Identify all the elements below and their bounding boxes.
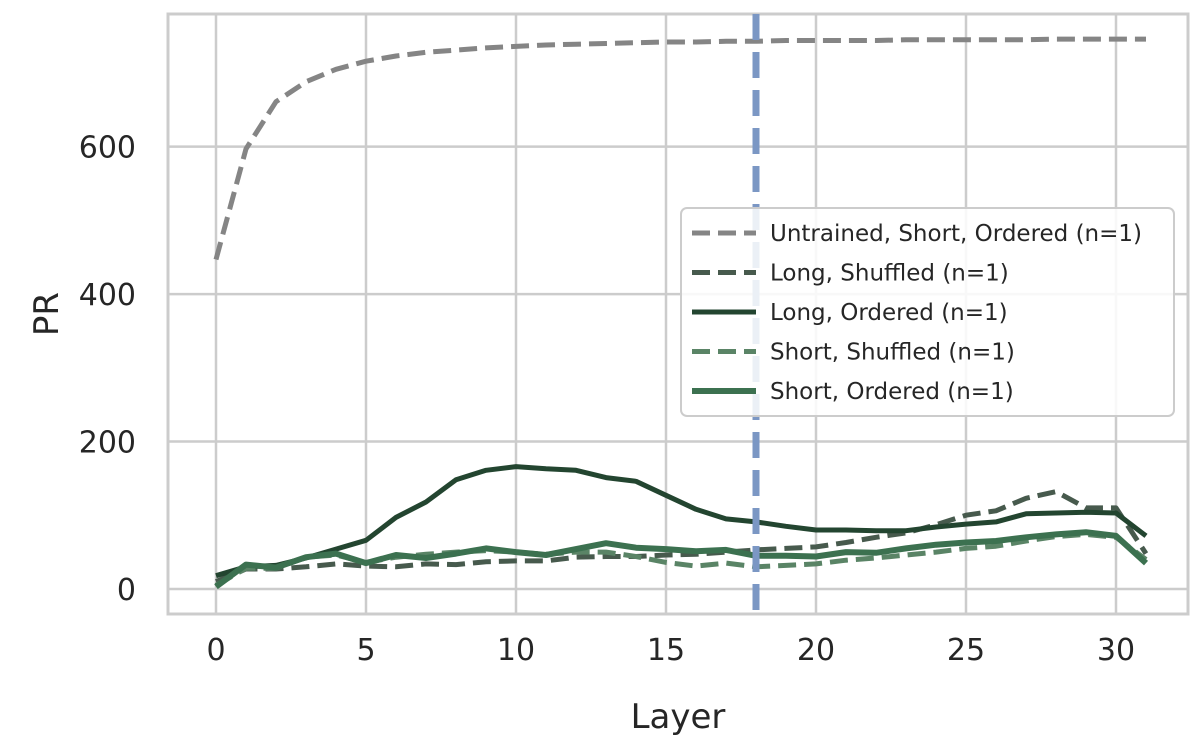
- y-tick-label: 600: [79, 131, 136, 166]
- y-axis-label: PR: [27, 292, 67, 336]
- legend: Untrained, Short, Ordered (n=1) Long, Shu…: [680, 207, 1175, 417]
- x-tick-label: 10: [497, 633, 535, 668]
- x-tick-label: 20: [797, 633, 835, 668]
- legend-label: Short, Shuffled (n=1): [770, 340, 1015, 366]
- x-axis-label: Layer: [631, 697, 726, 737]
- y-tick-label: 0: [117, 573, 136, 608]
- series-line: [213, 36, 1146, 261]
- x-tick-label: 25: [947, 633, 985, 668]
- plot-border: [166, 12, 1190, 616]
- x-tick-label: 30: [1097, 633, 1135, 668]
- x-tick-label: 5: [356, 633, 375, 668]
- legend-label: Long, Ordered (n=1): [770, 300, 1008, 326]
- legend-box: [680, 207, 1175, 417]
- x-tick-labels: 0 5 10 15 20 25 30: [206, 633, 1135, 668]
- legend-label: Short, Ordered (n=1): [770, 379, 1014, 405]
- series-line: [215, 464, 1148, 579]
- series-line: [214, 529, 1149, 590]
- plot-frame: [166, 12, 1190, 616]
- legend-label: Untrained, Short, Ordered (n=1): [770, 221, 1142, 247]
- y-tick-labels: 0 200 400 600: [79, 131, 136, 608]
- series-line: [215, 489, 1149, 584]
- x-tick-label: 0: [206, 633, 225, 668]
- y-tick-label: 400: [79, 278, 136, 313]
- y-tick-label: 200: [79, 426, 136, 461]
- x-tick-label: 15: [647, 633, 685, 668]
- legend-label: Long, Shuffled (n=1): [770, 261, 1009, 287]
- series-layer: [213, 36, 1149, 590]
